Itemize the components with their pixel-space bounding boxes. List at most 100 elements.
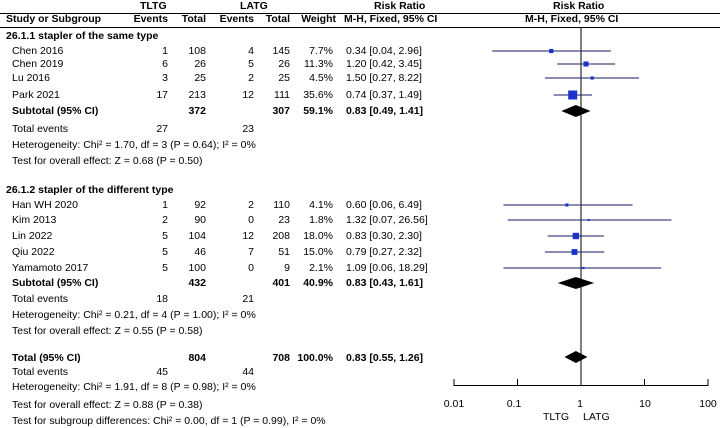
overall-events2: 44 [242,366,254,378]
ci-value: 1.32 [0.07, 26.56] [346,214,428,226]
total2: 51 [278,246,290,258]
study-marker [571,249,578,255]
total2: 26 [278,58,290,70]
overall-total-label: Total (95% CI) [12,352,81,364]
events1: 5 [162,246,168,258]
total2: 208 [272,230,290,242]
risk-ratio-title-right: Risk Ratio [553,0,605,12]
total-events1: 27 [156,123,168,135]
total1: 104 [188,230,206,242]
subtotal-weight: 59.1% [303,105,333,117]
total2: 9 [284,262,290,274]
events1: 3 [162,72,168,84]
weight-value: 2.1% [309,262,333,274]
total2: 23 [278,214,290,226]
events1: 17 [156,89,168,101]
total2: 110 [273,199,290,211]
events2: 0 [248,262,254,274]
study-name: Park 2021 [12,89,60,101]
subtotal-ci: 0.83 [0.49, 1.41] [346,105,424,117]
study-marker [565,203,569,207]
overall-events1: 45 [156,366,168,378]
overall-total2: 708 [272,352,290,364]
axis-tick-label: 0.1 [506,398,522,410]
events1: 1 [162,45,168,57]
favours-right-label: LATG [583,411,610,423]
study-column-header: Study or Subgroup [6,13,102,25]
weight-value: 1.8% [309,214,333,226]
study-name: Lin 2022 [12,230,53,242]
overall-diamond [564,351,588,363]
subtotal-ci: 0.83 [0.43, 1.61] [346,277,424,289]
events2: 4 [248,45,254,57]
favours-left-label: TLTG [543,411,570,423]
subgroup-title: 26.1.1 stapler of the same type [6,30,159,42]
ci-value: 0.34 [0.04, 2.96] [346,45,422,57]
subgroup-differences: Test for subgroup differences: Chi² = 0.… [12,415,326,427]
overall-ci: 0.83 [0.55, 1.26] [346,352,424,364]
total1: 108 [188,45,206,57]
total1: 92 [194,199,206,211]
total2: 145 [272,45,290,57]
total1: 100 [188,262,206,274]
study-name: Yamamoto 2017 [12,262,89,274]
weight-header: Weight [301,13,336,25]
overall-weight: 100.0% [297,352,333,364]
axis-tick-label: 0.01 [443,398,465,410]
ci-value: 0.83 [0.30, 2.30] [346,230,422,242]
total1: 46 [194,246,206,258]
subtotal-total2: 307 [272,105,290,117]
method-header-left: M-H, Fixed, 95% CI [344,13,438,25]
study-marker [582,266,585,270]
weight-value: 35.6% [303,89,333,101]
study-marker [583,61,589,67]
total1: 25 [194,72,206,84]
events2: 2 [248,199,254,211]
total-events1: 18 [156,293,168,305]
study-marker [568,90,578,100]
subtotal-total1: 432 [188,277,206,289]
total1-header: Total [181,13,206,25]
total2: 25 [278,72,290,84]
total2: 111 [274,89,290,101]
subtotal-total1: 372 [188,105,206,117]
total2-header: Total [265,13,290,25]
total-events2: 21 [242,293,254,305]
overall-total-events-label: Total events [12,366,69,378]
events2: 2 [248,72,254,84]
ci-value: 1.09 [0.06, 18.29] [346,262,428,274]
events2: 5 [248,58,254,70]
total1: 213 [188,89,206,101]
subtotal-weight: 40.9% [303,277,333,289]
overall-heterogeneity: Heterogeneity: Chi² = 1.91, df = 8 (P = … [12,381,256,393]
overall-effect-text: Test for overall effect: Z = 0.68 (P = 0… [12,155,203,167]
subtotal-total2: 401 [272,277,290,289]
events2: 7 [248,246,254,258]
study-name: Kim 2013 [12,214,57,226]
weight-value: 4.5% [309,72,333,84]
group2-title: LATG [240,0,268,12]
study-name: Lu 2016 [12,72,50,84]
total1: 26 [194,58,206,70]
axis-tick-label: 100 [699,398,717,410]
group1-title: TLTG [140,0,167,12]
events2-header: Events [219,13,254,25]
weight-value: 4.1% [309,199,333,211]
events2: 12 [242,230,254,242]
events1: 6 [162,58,168,70]
events2: 0 [248,214,254,226]
heterogeneity-text: Heterogeneity: Chi² = 1.70, df = 3 (P = … [12,139,256,151]
total-events-label: Total events [12,123,69,135]
subtotal-diamond [557,277,595,289]
study-marker [590,76,594,80]
ci-value: 0.79 [0.27, 2.32] [346,246,422,258]
ci-value: 0.60 [0.06, 6.49] [346,199,422,211]
events1: 5 [162,230,168,242]
subgroup-title: 26.1.2 stapler of the different type [6,184,174,196]
events1: 5 [162,262,168,274]
events2: 12 [242,89,254,101]
total-events-label: Total events [12,293,69,305]
study-marker [549,48,554,54]
total1: 90 [194,214,206,226]
